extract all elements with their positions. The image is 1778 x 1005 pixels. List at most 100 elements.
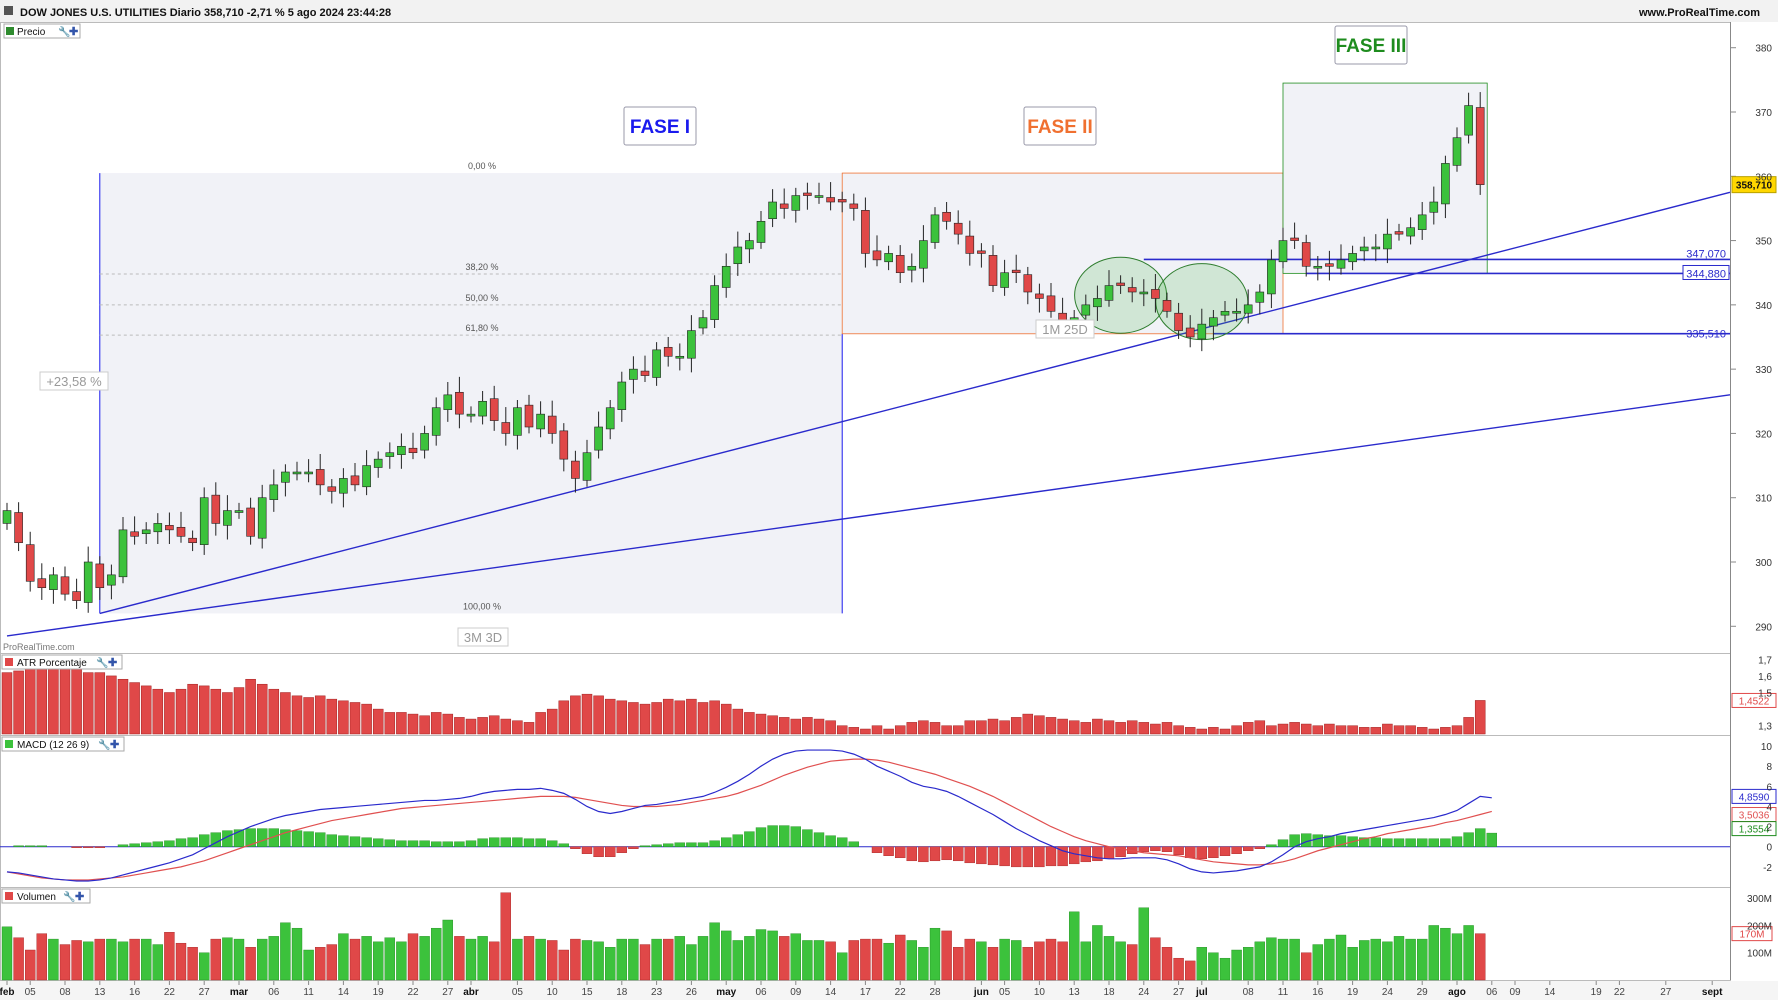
price-panel-title[interactable]: Precio 🔧 ✚ [3, 23, 81, 39]
macd-histogram-bar [593, 846, 604, 858]
volume-bar [326, 944, 337, 981]
volume-bar [837, 952, 848, 981]
volume-bar [523, 936, 535, 981]
candle-body [223, 510, 232, 526]
atr-bar [500, 718, 512, 735]
candle-body [1336, 259, 1346, 269]
fase-label-box [1334, 25, 1408, 65]
atr-bar [512, 720, 523, 735]
plus-icon[interactable]: ✚ [110, 739, 119, 751]
x-tick-label: 19 [1591, 987, 1603, 998]
x-tick-label: ago [1448, 987, 1466, 998]
macd-histogram-bar [767, 825, 778, 847]
candle-body [373, 458, 383, 468]
atr-bar [1393, 725, 1405, 735]
atr-bar [755, 713, 767, 735]
trend-line-upper [99, 191, 1731, 615]
plus-icon[interactable]: ✚ [69, 26, 78, 38]
atr-bar [767, 715, 778, 735]
macd-histogram-bar [396, 840, 407, 847]
x-tick-label: 09 [1509, 987, 1521, 998]
macd-histogram-bar [489, 837, 500, 847]
measure-label: 3M 3D [464, 630, 502, 645]
volume-tick-label: 200M [1747, 921, 1772, 932]
volume-bar [82, 941, 94, 981]
x-tick-label: 09 [790, 987, 802, 998]
trend-line-lower [6, 394, 1731, 637]
header-site[interactable]: www.ProRealTime.com [1638, 7, 1760, 19]
wrench-icon[interactable]: 🔧 [96, 656, 108, 669]
volume-bar [1277, 938, 1289, 981]
atr-bar [674, 700, 686, 735]
x-tick-label: 13 [94, 987, 106, 998]
macd-histogram-bar [407, 840, 419, 847]
volume-bar [1161, 947, 1173, 981]
macd-histogram-bar [1173, 846, 1184, 855]
wrench-icon[interactable]: 🔧 [63, 890, 75, 903]
x-tick-label: 24 [1382, 987, 1394, 998]
wrench-icon[interactable]: 🔧 [58, 25, 70, 38]
measure-label-box [39, 371, 109, 391]
macd-tick-label: 2 [1766, 823, 1772, 834]
macd-value-box [1731, 821, 1777, 837]
macd-histogram-bar [1011, 846, 1022, 868]
measure-label: 1M 25D [1042, 322, 1088, 337]
volume-bar [767, 930, 778, 981]
volume-bar [500, 892, 511, 981]
atr-bar [616, 700, 628, 735]
header-icon [4, 6, 13, 15]
candle-body [1429, 201, 1439, 213]
volume-bar [303, 949, 314, 981]
atr-bar [790, 718, 802, 735]
candle-body [930, 214, 940, 243]
atr-value-box [1731, 692, 1777, 708]
macd-histogram-bar [663, 843, 674, 847]
macd-histogram-bar [36, 845, 47, 847]
atr-bar [1324, 723, 1335, 735]
plus-icon[interactable]: ✚ [75, 891, 84, 903]
atr-bar [117, 678, 129, 735]
macd-histogram-bar [999, 846, 1010, 867]
atr-bar [964, 720, 976, 735]
atr-bar [929, 722, 941, 735]
volume-bar [558, 949, 569, 981]
level-label-box [1682, 264, 1730, 280]
measure-label-box [1035, 319, 1095, 339]
volume-bar [813, 940, 825, 981]
atr-bar [338, 700, 349, 735]
macd-histogram-bar [721, 837, 732, 847]
volume-bar [1300, 952, 1312, 981]
candle-body [1209, 317, 1218, 327]
macd-histogram-bar [25, 845, 36, 847]
volume-bar [477, 936, 488, 981]
macd-histogram-bar [1335, 835, 1347, 847]
atr-bar [94, 672, 106, 735]
volume-bar [883, 942, 894, 981]
atr-bar [732, 708, 744, 735]
atr-bar [906, 722, 918, 735]
y-tick-label: 310 [1755, 494, 1772, 505]
atr-bar [1277, 723, 1289, 735]
volume-bar [152, 944, 164, 981]
wrench-icon[interactable]: 🔧 [98, 738, 110, 751]
macd-histogram-bar [1451, 836, 1463, 847]
candle-body [1243, 304, 1253, 314]
macd-histogram-bar [964, 846, 975, 864]
candle-body [1023, 274, 1033, 293]
macd-histogram-bar [570, 846, 581, 849]
volume-bar [871, 938, 883, 981]
measure-label-box [457, 627, 509, 647]
atr-bar [941, 725, 952, 735]
plus-icon[interactable]: ✚ [108, 657, 117, 669]
volume-panel-title[interactable]: Volumen 🔧 ✚ [1, 888, 91, 904]
macd-histogram-bar [280, 829, 291, 847]
atr-panel-title[interactable]: ATR Porcentaje 🔧 ✚ [1, 654, 123, 670]
volume-bar [384, 937, 395, 981]
candle-body [1359, 246, 1369, 252]
macd-panel-title[interactable]: MACD (12 26 9) 🔧 ✚ [1, 736, 125, 752]
macd-histogram-bar [1034, 846, 1045, 868]
x-tick-label: 14 [338, 987, 350, 998]
macd-histogram-bar [987, 846, 999, 866]
x-tick-label: 26 [686, 987, 698, 998]
macd-histogram-bar [187, 837, 198, 847]
